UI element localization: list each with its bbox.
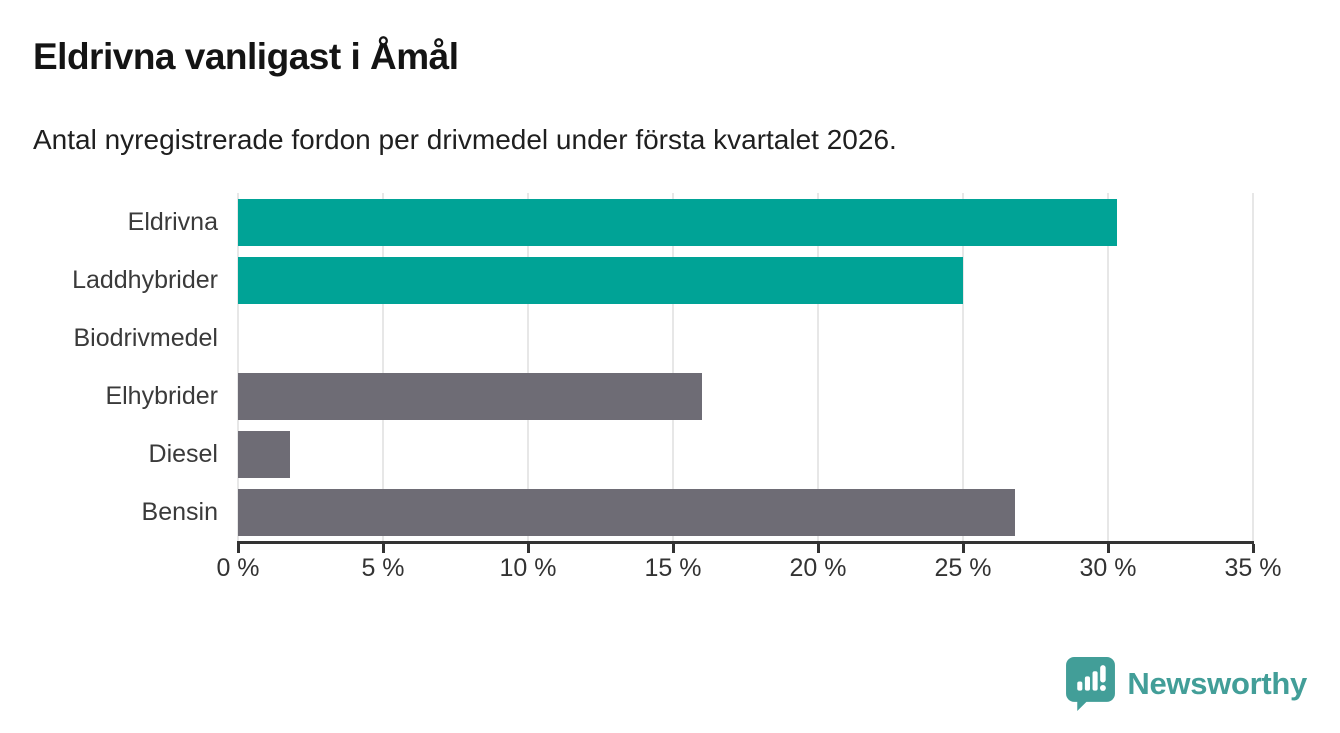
gridline [672, 193, 674, 542]
brand-footer: Newsworthy [1066, 657, 1307, 711]
x-axis-tick [672, 544, 675, 553]
x-axis-tick-label: 25 % [934, 554, 992, 582]
category-label-bensin: Bensin [141, 498, 218, 527]
gridline [527, 193, 529, 542]
gridline [1107, 193, 1109, 542]
category-label-biodrivmedel: Biodrivmedel [73, 323, 218, 352]
category-label-eldrivna: Eldrivna [127, 207, 218, 236]
gridline [1252, 193, 1254, 542]
x-axis-tick-label: 0 % [216, 554, 260, 582]
bar-elhybrider [238, 373, 702, 421]
category-label-laddhybrider: Laddhybrider [72, 265, 218, 294]
x-axis-tick [1107, 544, 1110, 553]
brand-name: Newsworthy [1127, 666, 1307, 701]
x-axis-tick-label: 15 % [644, 554, 702, 582]
x-axis-tick-label: 5 % [361, 554, 405, 582]
category-labels: Eldrivna Laddhybrider Biodrivmedel Elhybrid… [0, 193, 218, 542]
category-label-elhybrider: Elhybrider [105, 382, 218, 411]
x-axis-tick [382, 544, 385, 553]
gridline [962, 193, 964, 542]
gridline [382, 193, 384, 542]
plot-area [237, 193, 1254, 542]
x-axis-tick [962, 544, 965, 553]
gridline [817, 193, 819, 542]
x-axis-tick [1252, 544, 1255, 553]
gridline [237, 193, 239, 542]
x-axis-tick-label: 10 % [499, 554, 557, 582]
bar-bensin [238, 489, 1016, 537]
x-axis-tick-label: 35 % [1224, 554, 1282, 582]
bar-eldrivna [238, 198, 1117, 246]
chart-title: Eldrivna vanligast i Åmål [33, 36, 459, 77]
x-axis-tick [817, 544, 820, 553]
x-axis-tick-label: 20 % [789, 554, 847, 582]
newsworthy-logo-icon [1066, 657, 1116, 711]
category-label-diesel: Diesel [148, 440, 218, 469]
bar-laddhybrider [238, 256, 963, 304]
x-axis-tick [527, 544, 530, 553]
bar-diesel [238, 431, 291, 479]
chart-subtitle: Antal nyregistrerade fordon per drivmede… [33, 124, 897, 155]
x-axis-line [237, 541, 1254, 544]
x-axis-tick-label: 30 % [1079, 554, 1137, 582]
x-axis-tick [237, 544, 240, 553]
